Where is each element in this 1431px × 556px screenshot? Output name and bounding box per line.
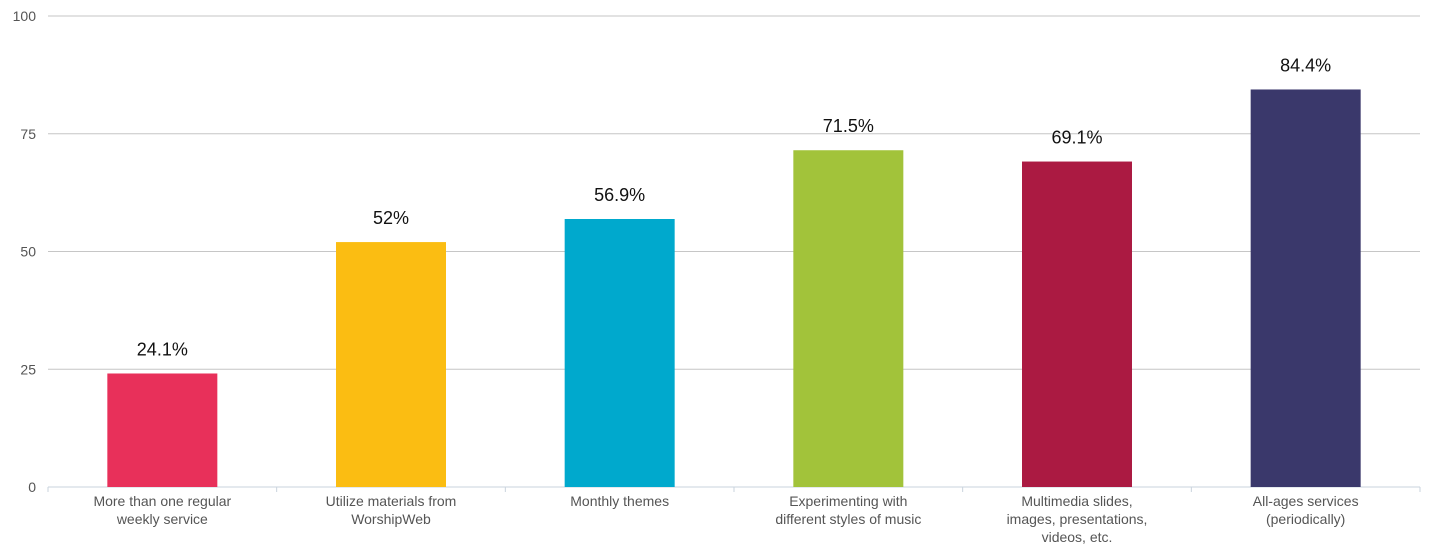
x-category-label: More than one regular weekly service xyxy=(93,493,231,527)
gridlines xyxy=(48,15,1420,488)
data-label: 52% xyxy=(373,208,409,228)
y-axis: 0 25 50 75 100 xyxy=(13,8,37,495)
y-tick-label: 75 xyxy=(20,126,36,142)
data-label: 24.1% xyxy=(137,339,188,359)
y-tick-label: 50 xyxy=(20,244,36,260)
bar xyxy=(107,373,218,487)
data-label: 84.4% xyxy=(1280,55,1331,75)
y-tick-label: 100 xyxy=(13,8,37,24)
x-category-label: Multimedia slides, images, presentations,… xyxy=(1007,493,1148,545)
bar xyxy=(1022,161,1132,487)
x-category-label: All-ages services (periodically) xyxy=(1253,493,1359,527)
x-category-label: Monthly themes xyxy=(570,493,669,509)
x-axis: More than one regular weekly service Utili… xyxy=(47,487,1421,545)
bars xyxy=(107,89,1361,488)
y-tick-label: 0 xyxy=(28,479,36,495)
x-category-label: Utilize materials from WorshipWeb xyxy=(326,493,457,527)
data-label: 69.1% xyxy=(1051,128,1102,148)
x-category-label: Experimenting with different styles of mu… xyxy=(775,493,921,527)
bar xyxy=(793,150,904,488)
bar xyxy=(336,242,446,487)
bar xyxy=(1250,89,1361,487)
bar xyxy=(564,219,675,487)
y-tick-label: 25 xyxy=(20,361,36,377)
data-labels: 24.1% 52% 56.9% 71.5% 69.1% 84.4% xyxy=(137,55,1331,359)
data-label: 56.9% xyxy=(594,185,645,205)
data-label: 71.5% xyxy=(823,116,874,136)
